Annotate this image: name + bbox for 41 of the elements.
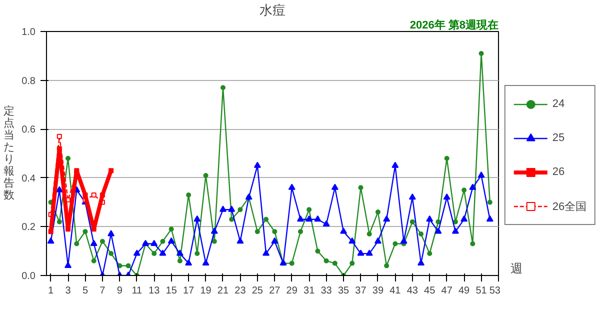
y-axis-title: 定点当たり報告数	[4, 104, 15, 202]
x-tick-label: 23	[234, 286, 246, 296]
x-tick-label: 35	[338, 286, 350, 296]
x-tick-label: 41	[390, 286, 402, 296]
y-tick-label: 0.0	[22, 271, 36, 282]
y-tick-label: 0.4	[22, 173, 36, 184]
x-tick-label: 9	[116, 286, 123, 296]
x-tick-label: 31	[304, 286, 316, 296]
chart-subtitle: 2026年 第8週現在	[410, 18, 499, 32]
x-tick-label: 1	[48, 286, 54, 296]
legend-label: 25	[552, 132, 566, 144]
x-tick-label: 37	[355, 286, 367, 296]
y-tick-label: 1.0	[22, 27, 36, 38]
x-tick-label: 11	[132, 286, 143, 296]
x-tick-label: 29	[286, 286, 298, 296]
x-tick-label: 45	[424, 286, 436, 296]
y-tick-label: 0.8	[22, 76, 36, 87]
x-tick-label: 49	[458, 286, 470, 296]
x-axis-title: 週	[510, 262, 522, 276]
x-tick-label: 51	[476, 286, 488, 296]
legend-label: 26全国	[552, 200, 587, 214]
x-tick-label: 53	[489, 286, 501, 296]
x-tick-label: 3	[65, 286, 72, 296]
x-tick-label: 17	[182, 286, 195, 296]
chart-title: 水痘	[260, 2, 286, 18]
x-tick-label: 47	[441, 286, 453, 296]
x-tick-label: 43	[406, 286, 418, 296]
legend-label: 24	[552, 98, 566, 110]
y-tick-label: 0.2	[22, 222, 36, 234]
x-tick-label: 25	[252, 286, 264, 296]
legend-label: 26	[552, 166, 566, 178]
x-tick-label: 5	[82, 286, 88, 296]
x-tick-label: 7	[100, 286, 106, 296]
y-tick-label: 0.6	[22, 124, 36, 136]
x-tick-label: 39	[372, 286, 384, 296]
x-tick-label: 13	[148, 286, 160, 296]
x-tick-label: 27	[269, 286, 281, 296]
x-tick-label: 33	[320, 286, 332, 296]
x-tick-label: 19	[200, 286, 212, 296]
x-tick-label: 21	[217, 286, 229, 296]
x-tick-label: 15	[166, 286, 178, 296]
